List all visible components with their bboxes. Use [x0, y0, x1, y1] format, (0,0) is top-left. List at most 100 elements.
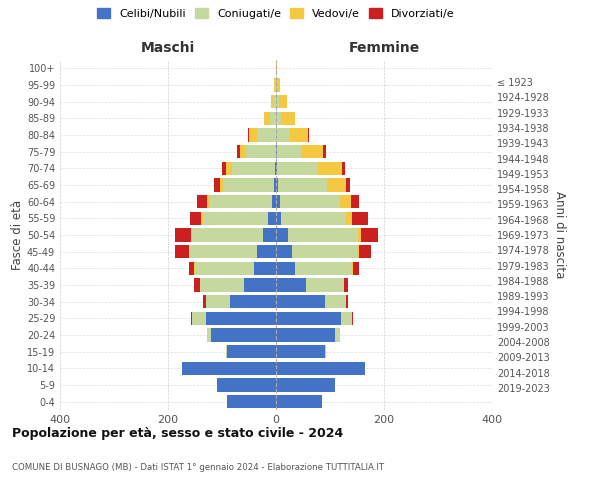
- Bar: [344, 278, 349, 291]
- Bar: [263, 228, 276, 241]
- Bar: [276, 295, 325, 308]
- Legend: Celibi/Nubili, Coniugati/e, Vedovi/e, Divorziati/e: Celibi/Nubili, Coniugati/e, Vedovi/e, Di…: [97, 8, 455, 19]
- Bar: [277, 78, 280, 92]
- Bar: [306, 278, 343, 291]
- Bar: [353, 262, 359, 275]
- Y-axis label: Anni di nascita: Anni di nascita: [553, 192, 566, 278]
- Bar: [276, 112, 281, 125]
- Bar: [206, 295, 230, 308]
- Bar: [274, 178, 276, 192]
- Bar: [276, 328, 335, 342]
- Bar: [276, 262, 295, 275]
- Bar: [269, 112, 276, 125]
- Bar: [226, 162, 232, 175]
- Bar: [222, 162, 226, 175]
- Y-axis label: Fasce di età: Fasce di età: [11, 200, 24, 270]
- Bar: [206, 312, 276, 325]
- Bar: [335, 328, 340, 342]
- Bar: [175, 245, 188, 258]
- Bar: [288, 228, 358, 241]
- Text: Maschi: Maschi: [141, 41, 195, 55]
- Bar: [277, 162, 317, 175]
- Bar: [350, 195, 359, 208]
- Bar: [244, 278, 276, 291]
- Text: Femmine: Femmine: [349, 41, 419, 55]
- Bar: [203, 212, 268, 225]
- Bar: [325, 345, 326, 358]
- Bar: [276, 62, 277, 75]
- Bar: [341, 312, 352, 325]
- Bar: [357, 245, 359, 258]
- Bar: [281, 112, 295, 125]
- Bar: [278, 95, 287, 108]
- Text: Popolazione per età, sesso e stato civile - 2024: Popolazione per età, sesso e stato civil…: [12, 428, 343, 440]
- Bar: [323, 145, 326, 158]
- Bar: [276, 378, 335, 392]
- Bar: [275, 162, 276, 175]
- Bar: [193, 228, 263, 241]
- Bar: [280, 195, 340, 208]
- Bar: [190, 245, 257, 258]
- Bar: [272, 195, 276, 208]
- Bar: [276, 228, 288, 241]
- Bar: [220, 178, 223, 192]
- Bar: [275, 78, 276, 92]
- Bar: [189, 262, 194, 275]
- Bar: [230, 295, 276, 308]
- Bar: [346, 295, 349, 308]
- Bar: [308, 128, 310, 141]
- Bar: [274, 95, 276, 108]
- Bar: [276, 78, 277, 92]
- Bar: [276, 395, 322, 408]
- Bar: [217, 378, 276, 392]
- Bar: [211, 328, 276, 342]
- Bar: [191, 312, 193, 325]
- Bar: [248, 128, 249, 141]
- Bar: [301, 145, 323, 158]
- Bar: [209, 195, 272, 208]
- Bar: [207, 328, 211, 342]
- Bar: [276, 145, 277, 158]
- Bar: [295, 262, 352, 275]
- Bar: [276, 278, 306, 291]
- Bar: [342, 162, 344, 175]
- Bar: [281, 212, 346, 225]
- Bar: [277, 145, 301, 158]
- Bar: [276, 95, 278, 108]
- Bar: [290, 128, 308, 141]
- Bar: [226, 345, 227, 358]
- Bar: [276, 162, 277, 175]
- Bar: [276, 195, 280, 208]
- Bar: [227, 345, 276, 358]
- Bar: [227, 395, 276, 408]
- Bar: [359, 245, 371, 258]
- Bar: [327, 178, 346, 192]
- Bar: [188, 245, 190, 258]
- Bar: [352, 312, 353, 325]
- Bar: [194, 278, 200, 291]
- Bar: [340, 195, 350, 208]
- Bar: [202, 212, 203, 225]
- Bar: [264, 112, 269, 125]
- Bar: [276, 245, 292, 258]
- Bar: [193, 312, 206, 325]
- Bar: [352, 212, 368, 225]
- Bar: [247, 145, 276, 158]
- Bar: [274, 78, 275, 92]
- Bar: [268, 212, 276, 225]
- Bar: [232, 162, 275, 175]
- Bar: [361, 228, 378, 241]
- Bar: [190, 212, 202, 225]
- Bar: [195, 262, 254, 275]
- Bar: [325, 295, 346, 308]
- Bar: [257, 245, 276, 258]
- Text: COMUNE DI BUSNAGO (MB) - Dati ISTAT 1° gennaio 2024 - Elaborazione TUTTITALIA.IT: COMUNE DI BUSNAGO (MB) - Dati ISTAT 1° g…: [12, 462, 384, 471]
- Bar: [276, 212, 281, 225]
- Bar: [214, 178, 220, 192]
- Bar: [276, 312, 341, 325]
- Bar: [197, 195, 208, 208]
- Bar: [317, 162, 342, 175]
- Bar: [240, 145, 247, 158]
- Bar: [346, 212, 352, 225]
- Bar: [276, 345, 325, 358]
